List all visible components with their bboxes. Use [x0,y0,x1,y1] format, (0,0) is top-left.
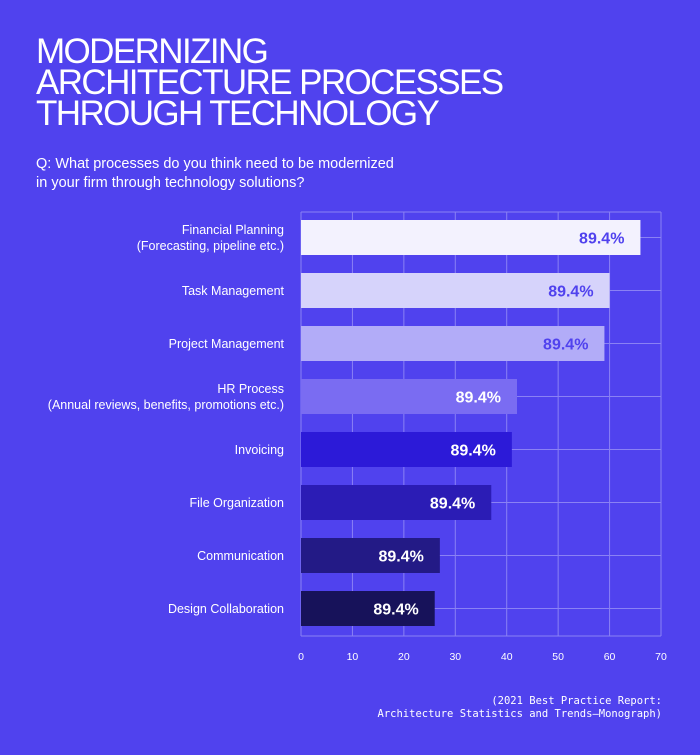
source-citation: (2021 Best Practice Report: Architecture… [378,695,662,721]
x-tick-label: 0 [298,651,304,663]
bar [301,538,440,573]
chart-title: MODERNIZING ARCHITECTURE PROCESSES THROU… [36,32,676,133]
bar [301,432,512,467]
source-line-1: (2021 Best Practice Report: [491,695,662,707]
title-line-1: MODERNIZING [36,32,269,71]
bar [301,485,492,520]
category-label: Design Collaboration [168,602,284,616]
bar-data-label: 89.4% [579,231,624,248]
bar-data-label: 89.4% [543,337,588,354]
category-label: Task Management [182,284,285,298]
x-tick-label: 60 [604,651,616,663]
category-label: Communication [197,549,284,563]
category-label: Invoicing [235,443,284,457]
survey-question: Q: What processes do you think need to b… [36,155,556,193]
category-label: Project Management [169,337,285,351]
x-tick-label: 10 [347,651,359,663]
question-line-2: in your firm through technology solution… [36,175,305,191]
x-tick-label: 50 [552,651,564,663]
bar-data-label: 89.4% [456,390,501,407]
category-label: File Organization [190,496,285,510]
question-line-1: Q: What processes do you think need to b… [36,156,394,172]
bar-data-label: 89.4% [373,602,418,619]
bar [301,379,517,414]
x-tick-label: 40 [501,651,513,663]
title-line-3: THROUGH TECHNOLOGY [36,94,440,133]
bar [301,273,610,308]
bar [301,591,435,626]
bar-data-label: 89.4% [430,496,475,513]
x-tick-label: 20 [398,651,410,663]
category-label: HR Process [217,382,284,396]
category-label: (Annual reviews, benefits, promotions et… [48,398,284,412]
bar-data-label: 89.4% [450,443,495,460]
x-tick-label: 70 [655,651,667,663]
bar-data-label: 89.4% [548,284,593,301]
bar [301,326,605,361]
x-tick-label: 30 [449,651,461,663]
title-line-2: ARCHITECTURE PROCESSES [36,63,504,102]
category-label: (Forecasting, pipeline etc.) [137,239,284,253]
category-label: Financial Planning [182,223,284,237]
bar [301,220,641,255]
bar-data-label: 89.4% [378,549,423,566]
source-line-2: Architecture Statistics and Trends—Monog… [377,708,662,720]
